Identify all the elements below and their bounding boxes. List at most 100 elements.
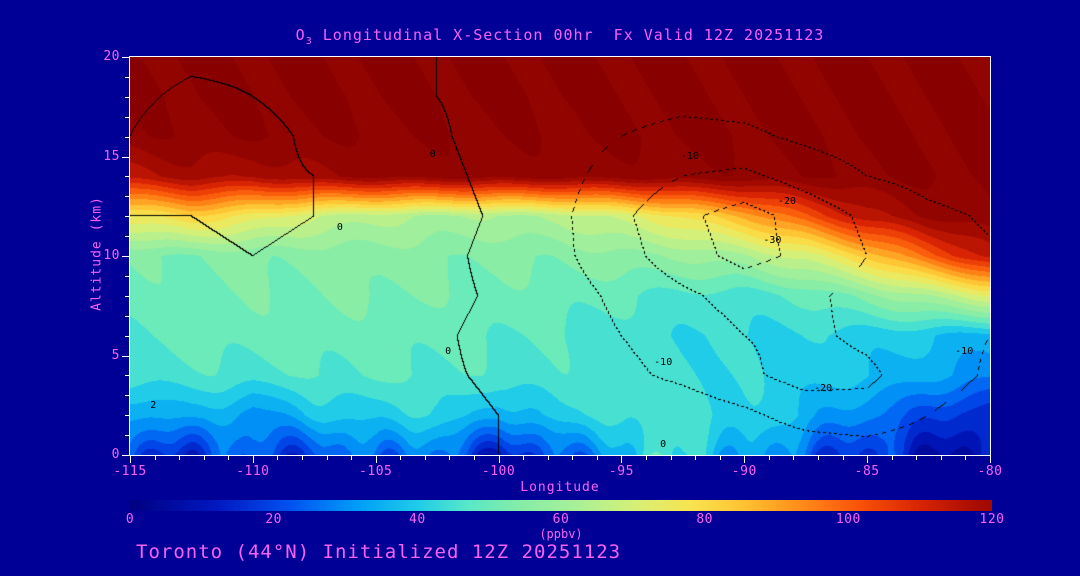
x-axis-minor-tick [351, 456, 352, 460]
x-axis-minor-tick [277, 456, 278, 460]
y-axis-minor-tick [125, 336, 129, 337]
chart-title: O3 Longitudinal X-Section 00hr Fx Valid … [130, 26, 990, 47]
y-axis-major-tick [122, 256, 129, 257]
contour-label: 0 [429, 148, 436, 160]
contour-label: -10 [955, 345, 974, 357]
colorbar-tick-label: 0 [125, 512, 135, 527]
x-tick-label: -95 [608, 464, 634, 479]
y-axis-minor-tick [125, 435, 129, 436]
y-axis-major-tick [122, 157, 129, 158]
x-axis-minor-tick [892, 456, 893, 460]
contour-label: 2 [150, 400, 157, 412]
colorbar-tick-label: 100 [835, 512, 861, 527]
x-axis-minor-tick [818, 456, 819, 460]
x-axis-minor-tick [204, 456, 205, 460]
x-axis-minor-tick [400, 456, 401, 460]
y-axis-minor-tick [125, 276, 129, 277]
colorbar-tick-label: 20 [265, 512, 282, 527]
colorbar-tick-label: 40 [409, 512, 426, 527]
x-tick-label: -80 [977, 464, 1003, 479]
x-tick-label: -90 [731, 464, 757, 479]
y-axis-minor-tick [125, 316, 129, 317]
footer-annotation: Toronto (44°N) Initialized 12Z 20251123 [136, 541, 622, 563]
y-tick-label: 15 [103, 148, 120, 164]
x-axis-major-tick [376, 456, 377, 463]
y-axis-minor-tick [125, 216, 129, 217]
x-axis-minor-tick [965, 456, 966, 460]
y-axis-major-tick [122, 455, 129, 456]
x-axis-minor-tick [327, 456, 328, 460]
y-axis-minor-tick [125, 375, 129, 376]
x-axis-minor-tick [228, 456, 229, 460]
chart-title-rest: Longitudinal X-Section 00hr Fx Valid 12Z… [312, 26, 825, 44]
y-tick-label: 5 [111, 347, 120, 363]
x-axis-minor-tick [572, 456, 573, 460]
y-axis-minor-tick [125, 296, 129, 297]
colorbar [130, 496, 992, 511]
x-axis-minor-tick [179, 456, 180, 460]
contour-label: 0 [336, 222, 343, 234]
x-tick-label: -115 [113, 464, 147, 479]
x-tick-label: -110 [236, 464, 270, 479]
x-axis-title: Longitude [520, 480, 600, 495]
y-axis-minor-tick [125, 97, 129, 98]
x-axis-major-tick [990, 456, 991, 463]
x-axis-minor-tick [843, 456, 844, 460]
x-axis-major-tick [499, 456, 500, 463]
plot-area: 0 0 0 0 2 -10 -20 -30 -10 -20 -10 [129, 56, 991, 456]
contour-label: -20 [778, 195, 797, 207]
x-axis-minor-tick [523, 456, 524, 460]
x-axis-minor-tick [302, 456, 303, 460]
chart-title-subscript: 3 [305, 36, 313, 47]
x-axis-minor-tick [597, 456, 598, 460]
contour-label: -10 [654, 357, 673, 369]
y-axis-minor-tick [125, 415, 129, 416]
colorbar-tick-label: 60 [552, 512, 570, 527]
x-axis-minor-tick [720, 456, 721, 460]
colorbar-tick-label: 120 [979, 512, 1005, 527]
y-tick-label: 10 [103, 248, 120, 263]
y-axis-minor-tick [125, 176, 129, 177]
y-axis-major-tick [122, 57, 129, 58]
x-axis-major-tick [130, 456, 131, 463]
y-axis-minor-tick [125, 137, 129, 138]
heatmap-canvas [130, 57, 990, 455]
x-axis-minor-tick [769, 456, 770, 460]
chart-title-prefix: O [295, 26, 306, 44]
contour-label: -10 [680, 150, 699, 162]
x-tick-label: -85 [854, 464, 880, 479]
x-axis-major-tick [867, 456, 868, 463]
y-axis-minor-tick [125, 236, 129, 237]
colorbar-units: (ppbv) [539, 527, 583, 541]
x-axis-major-tick [253, 456, 254, 463]
x-tick-label: -105 [359, 464, 393, 479]
contour-label: 0 [660, 439, 667, 451]
x-axis-minor-tick [548, 456, 549, 460]
x-axis-minor-tick [155, 456, 156, 460]
y-axis-major-tick [122, 356, 129, 357]
x-axis-minor-tick [793, 456, 794, 460]
colorbar-canvas [130, 500, 992, 511]
x-axis-major-tick [621, 456, 622, 463]
contour-label: -20 [814, 382, 833, 394]
colorbar-tick-label: 80 [696, 512, 713, 527]
x-axis-major-tick [744, 456, 745, 463]
x-axis-minor-tick [695, 456, 696, 460]
x-axis-minor-tick [941, 456, 942, 460]
x-axis-minor-tick [425, 456, 426, 460]
y-tick-label: 0 [111, 447, 120, 462]
x-axis-minor-tick [474, 456, 475, 460]
y-axis-minor-tick [125, 117, 129, 118]
y-axis-minor-tick [125, 77, 129, 78]
contour-label: 0 [445, 345, 452, 357]
y-axis-minor-tick [125, 395, 129, 396]
x-tick-label: -100 [481, 464, 516, 479]
y-axis-minor-tick [125, 196, 129, 197]
contour-label: -30 [763, 234, 782, 246]
x-axis-minor-tick [646, 456, 647, 460]
x-axis-minor-tick [916, 456, 917, 460]
x-axis-minor-tick [671, 456, 672, 460]
y-tick-label: 20 [103, 49, 120, 64]
x-axis-minor-tick [449, 456, 450, 460]
